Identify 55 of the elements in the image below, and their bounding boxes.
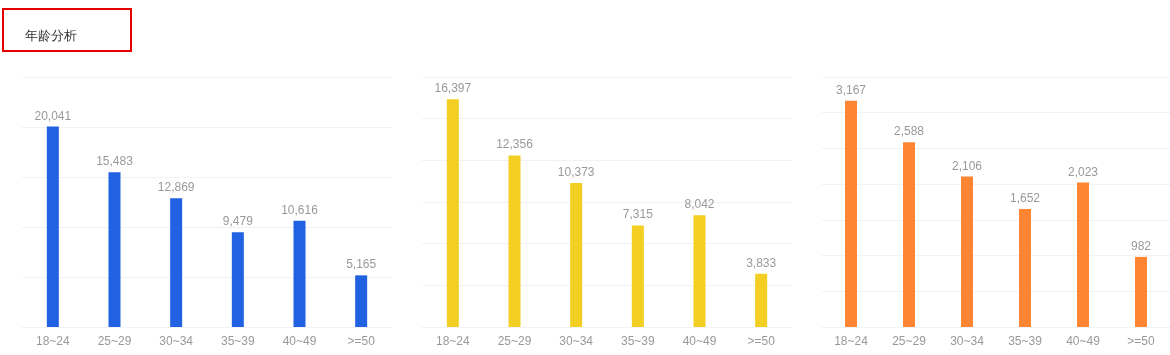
bar	[961, 176, 973, 327]
bar	[631, 225, 644, 327]
data-label: 7,315	[622, 207, 654, 222]
x-tick-label: 35~39	[620, 334, 656, 348]
data-label: 982	[1130, 238, 1152, 253]
data-label: 20,041	[34, 108, 72, 123]
x-tick-label: 18~24	[35, 334, 71, 348]
bar	[355, 275, 368, 327]
x-tick-label: >=50	[747, 334, 776, 348]
bar	[903, 142, 915, 327]
bar	[755, 273, 768, 327]
x-tick-label: 18~24	[435, 334, 471, 348]
bar	[108, 172, 121, 327]
x-tick-label: 25~29	[497, 334, 532, 348]
x-tick-label: 35~39	[220, 334, 256, 348]
x-tick-label: 18~24	[834, 334, 869, 348]
data-label: 3,167	[835, 82, 867, 97]
x-tick-label: 25~29	[97, 334, 132, 348]
x-tick-label: >=50	[1127, 334, 1155, 348]
data-label: 15,483	[96, 154, 134, 169]
x-tick-label: >=50	[347, 334, 376, 348]
bar	[1135, 256, 1147, 327]
data-label: 8,042	[684, 197, 715, 212]
data-label: 3,833	[746, 255, 777, 270]
bar	[1019, 209, 1031, 327]
bar	[231, 232, 244, 327]
data-label: 10,373	[557, 164, 595, 179]
x-tick-label: 40~49	[682, 334, 717, 348]
data-label: 16,397	[434, 81, 472, 96]
data-label: 1,652	[1009, 191, 1041, 205]
data-label: 12,356	[496, 137, 534, 152]
bar	[508, 155, 521, 327]
x-tick-label: 25~29	[892, 334, 927, 348]
chart-title: 年龄分析	[25, 28, 77, 43]
x-tick-label: 40~49	[282, 334, 317, 348]
data-label: 2,588	[893, 124, 925, 139]
bar	[46, 126, 59, 327]
x-tick-label: 35~39	[1008, 334, 1043, 348]
bar	[293, 220, 306, 327]
bar	[1077, 182, 1089, 327]
data-label: 5,165	[346, 257, 377, 272]
bar	[570, 182, 583, 327]
x-tick-label: 30~34	[559, 334, 594, 348]
data-label: 12,869	[157, 180, 195, 195]
data-label: 9,479	[222, 214, 254, 229]
x-tick-label: 30~34	[950, 334, 985, 348]
data-label: 2,106	[951, 158, 983, 173]
x-tick-label: 40~49	[1066, 334, 1101, 348]
data-label: 2,023	[1067, 164, 1099, 179]
bar	[170, 198, 183, 327]
x-tick-label: 30~34	[159, 334, 194, 348]
bar	[446, 99, 459, 327]
bar	[845, 100, 857, 327]
data-label: 10,616	[281, 202, 319, 217]
bar	[693, 215, 706, 327]
